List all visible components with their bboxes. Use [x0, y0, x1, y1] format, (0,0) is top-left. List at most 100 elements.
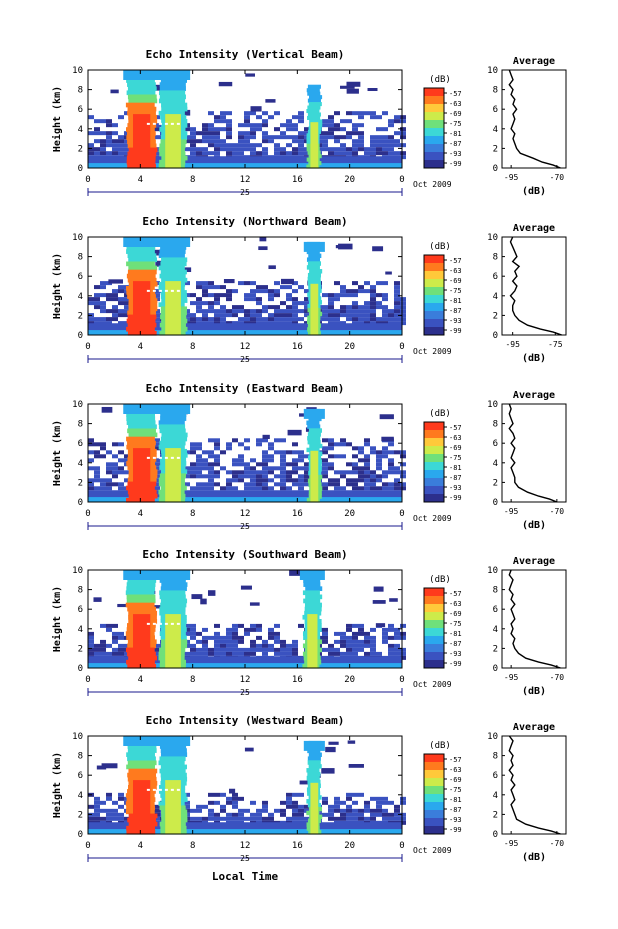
echo-cell [262, 450, 268, 455]
echo-cell [364, 651, 370, 656]
echo-cell [256, 321, 262, 326]
colorbar-swatch [424, 255, 444, 264]
echo-cell [250, 627, 256, 632]
echo-cell [262, 309, 268, 314]
echo-cell [274, 651, 280, 656]
avg-y-tick-label: 6 [493, 105, 498, 115]
echo-cell [262, 800, 268, 805]
echo-cell [352, 643, 358, 648]
colorbar-tick-label: -57 [449, 424, 462, 432]
average-frame [501, 735, 567, 835]
echo-cell [88, 651, 94, 656]
colorbar-tick-label: -63 [449, 100, 462, 108]
avg-x-tick-label: -70 [550, 839, 565, 848]
echo-cell [256, 623, 262, 628]
echo-cell [214, 800, 220, 805]
echo-cell [244, 808, 250, 813]
avg-x-tick-label: -95 [504, 839, 519, 848]
x-tick-label: 0 [399, 342, 404, 352]
echo-cell [388, 816, 394, 821]
echo-cell [94, 454, 100, 459]
y-tick-label: 4 [78, 125, 83, 135]
echo-cell [118, 285, 124, 290]
echo-cell [352, 792, 358, 797]
plume-cell-2 [158, 265, 185, 271]
echo-cell [196, 647, 202, 652]
echo-cell [280, 651, 286, 656]
date-label: Oct 2009 [413, 846, 452, 855]
echo-cell [190, 139, 196, 144]
echo-cell [394, 478, 400, 483]
echo-blob [280, 278, 294, 285]
echo-cell [124, 816, 130, 821]
avg-y-tick-label: 6 [493, 272, 498, 282]
colorbar-frame [423, 421, 445, 503]
echo-cell [208, 454, 214, 459]
echo-cell [346, 293, 352, 298]
echo-cell [94, 127, 100, 132]
echo-cell [394, 812, 400, 817]
plume-cell-3 [303, 578, 321, 583]
plume-core-3 [310, 450, 319, 502]
echo-cell [250, 474, 256, 479]
echo-cell [184, 631, 190, 636]
plume-cell-3 [307, 280, 321, 286]
echo-cell [400, 623, 406, 628]
echo-cell [394, 643, 400, 648]
echo-cell [202, 647, 208, 652]
echo-cell [376, 474, 382, 479]
echo-cell [154, 643, 160, 648]
echo-cell [304, 313, 310, 318]
plume-cell-1 [128, 610, 158, 616]
plume-cell-1 [126, 764, 155, 770]
echo-cell [382, 313, 388, 318]
colorbar-tick-label: -63 [449, 434, 462, 442]
panel-title: Echo Intensity (Eastward Beam) [146, 382, 345, 395]
echo-cell [88, 486, 94, 491]
plume-cell-1 [126, 752, 155, 758]
echo-cell [352, 293, 358, 298]
echo-cell [286, 792, 292, 797]
echo-cell [226, 131, 232, 136]
echo-cell [346, 442, 352, 447]
echo-cell [340, 635, 346, 640]
echo-cell [238, 139, 244, 144]
echo-cell [370, 289, 376, 294]
y-axis-label: Height (km) [51, 586, 63, 652]
echo-cell [274, 111, 280, 116]
echo-cell [214, 309, 220, 314]
echo-cell [280, 643, 286, 648]
echo-cell [388, 651, 394, 656]
echo-cell [202, 135, 208, 140]
echo-blob [346, 88, 359, 94]
echo-cell [154, 647, 160, 652]
plume-cell-1 [127, 744, 157, 749]
echo-cell [280, 454, 286, 459]
echo-cell [358, 643, 364, 648]
echo-cell [106, 486, 112, 491]
echo-cell [280, 486, 286, 491]
echo-blob [346, 81, 361, 87]
echo-cell [382, 631, 388, 636]
echo-cell [262, 147, 268, 152]
echo-cell [400, 482, 406, 487]
echo-cell [202, 285, 208, 290]
echo-cell [118, 466, 124, 471]
echo-cell [94, 647, 100, 652]
echo-cell [358, 305, 364, 310]
colorbar-swatch [424, 120, 444, 129]
colorbar-tick-label: -57 [449, 756, 462, 764]
colorbar-swatch [424, 152, 444, 161]
echo-cell [100, 643, 106, 648]
echo-cell [394, 115, 400, 120]
avg-y-tick-label: 10 [487, 732, 498, 742]
echo-cell [304, 297, 310, 302]
plume-anvil-2 [155, 736, 191, 746]
echo-cell [382, 474, 388, 479]
echo-cell [400, 474, 406, 479]
average-profile-line [508, 735, 561, 835]
echo-cell [358, 123, 364, 128]
echo-cell [376, 143, 382, 148]
echo-cell [298, 317, 304, 322]
